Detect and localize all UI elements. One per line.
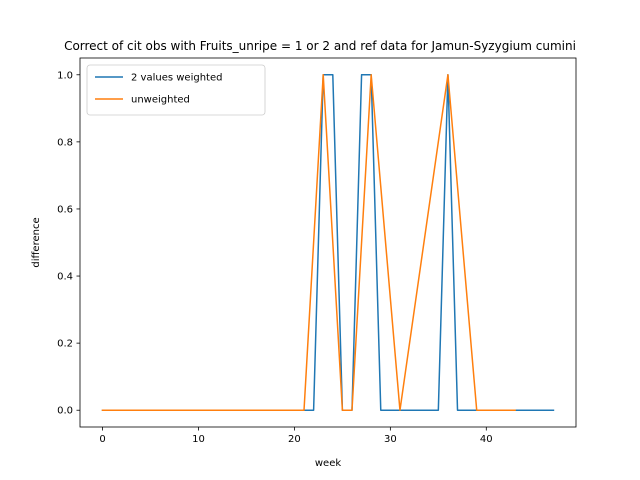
y-tick-label: 0.0 (57, 406, 73, 417)
y-tick-label: 1.0 (57, 70, 73, 81)
y-axis-label: difference (31, 217, 42, 267)
legend: 2 values weighted unweighted (86, 64, 266, 116)
plot-area: 0 10 20 30 40 0.0 0.2 0.4 0.6 0.8 1.0 (57, 70, 555, 445)
axes-frame (79, 57, 577, 428)
y-tick-label: 0.6 (57, 204, 73, 215)
chart-title: Correct of cit obs with Fruits_unripe = … (64, 39, 576, 53)
x-tick-label: 20 (288, 434, 301, 445)
y-tick-label: 0.2 (57, 339, 73, 350)
legend-label: unweighted (131, 95, 190, 106)
y-tick-label: 0.4 (57, 272, 73, 283)
y-tick-label: 0.8 (57, 137, 73, 148)
series-line-2 (101, 74, 516, 411)
x-tick-label: 10 (192, 434, 205, 445)
x-tick-label: 30 (384, 434, 397, 445)
x-tick-label: 40 (480, 434, 493, 445)
x-axis-label: week (315, 458, 341, 469)
legend-box (86, 64, 266, 116)
x-tick-label: 0 (99, 434, 105, 445)
legend-label: 2 values weighted (131, 73, 222, 84)
